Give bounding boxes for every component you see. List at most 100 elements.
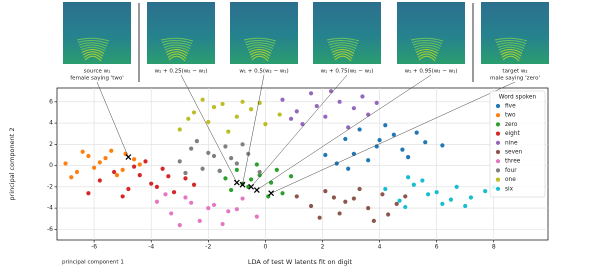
spectrogram-streak	[328, 42, 358, 47]
point	[343, 199, 348, 204]
point	[337, 211, 342, 216]
legend-marker	[495, 113, 501, 118]
spectrogram-streak	[502, 55, 520, 62]
spectrogram-streak	[79, 44, 107, 49]
spectrogram-streak	[501, 53, 521, 59]
spectrogram-streak	[82, 51, 104, 57]
spectrogram-streak	[334, 55, 352, 62]
legend-marker	[495, 122, 501, 127]
point	[177, 223, 182, 228]
point	[274, 167, 279, 172]
legend-marker	[495, 149, 501, 155]
interpolation-marker	[248, 183, 255, 190]
point	[483, 189, 488, 194]
y-axis-label: principal component 2	[8, 127, 16, 200]
spectrogram-streak	[245, 42, 275, 47]
point	[288, 174, 294, 179]
spectrogram-streak	[77, 40, 109, 44]
panel-caption: male saying 'zero'	[490, 76, 540, 82]
spectrogram-streak	[244, 40, 276, 44]
point	[137, 162, 142, 167]
point	[200, 166, 205, 171]
legend-label: three	[505, 159, 521, 165]
point	[294, 194, 299, 199]
spectrogram-streak	[247, 46, 273, 52]
point	[360, 94, 365, 99]
point	[246, 151, 251, 157]
spectrogram-streak	[497, 44, 525, 49]
legend-label: four	[505, 168, 517, 174]
point	[114, 173, 120, 178]
point	[426, 192, 431, 197]
y-tick-label: 6	[49, 98, 53, 105]
legend-label: nine	[505, 140, 518, 146]
spectrogram-streak	[83, 53, 103, 59]
point	[97, 178, 102, 183]
spectrogram-streak	[414, 46, 440, 52]
spectrogram-streak	[495, 40, 527, 44]
point	[280, 191, 285, 196]
spectrogram-streak	[81, 49, 105, 54]
point	[374, 100, 379, 105]
interpolation-marker	[233, 179, 240, 186]
spectrogram-streak	[166, 51, 188, 57]
point	[143, 159, 148, 164]
point	[171, 190, 177, 195]
point	[280, 97, 285, 102]
point	[149, 181, 154, 186]
point	[394, 201, 399, 206]
y-tick-label: 0	[49, 162, 53, 169]
point	[257, 169, 262, 175]
spectrogram	[397, 2, 465, 64]
point	[154, 199, 160, 204]
point	[206, 150, 211, 155]
point	[169, 211, 174, 216]
point	[211, 202, 217, 208]
panel-caption: target w₂	[502, 69, 527, 75]
point	[80, 149, 85, 154]
y-tick-label: -4	[47, 205, 53, 212]
point	[448, 197, 454, 202]
point	[383, 123, 388, 128]
legend-marker	[495, 131, 501, 136]
x-tick-label: 2	[321, 244, 325, 251]
x-tick-label: -6	[91, 244, 97, 251]
spectrogram-streak	[76, 37, 110, 42]
y-tick-label: 4	[49, 120, 53, 127]
spectrogram-streak	[496, 42, 526, 47]
legend-box	[489, 90, 546, 198]
spectrogram-streak	[416, 51, 438, 57]
point	[346, 125, 351, 130]
point	[120, 167, 125, 172]
point	[211, 153, 217, 159]
point	[200, 97, 205, 102]
point	[234, 207, 239, 212]
point	[226, 129, 231, 134]
x-tick-label: 8	[492, 244, 496, 251]
annotation-line	[270, 81, 516, 194]
point	[177, 127, 182, 132]
spectrogram-streak	[417, 53, 437, 59]
spectrogram-streak	[78, 42, 108, 47]
point	[288, 116, 294, 121]
point	[160, 166, 165, 171]
point	[386, 212, 391, 217]
point	[249, 177, 254, 182]
point	[191, 110, 197, 115]
spectrogram-streak	[165, 49, 189, 54]
point	[366, 112, 371, 117]
spectrogram	[313, 2, 381, 64]
legend-marker	[495, 177, 501, 182]
legend-label: zero	[505, 122, 518, 128]
spectrogram-streak	[164, 46, 190, 52]
point	[420, 178, 425, 183]
legend-label: six	[505, 186, 514, 192]
point	[328, 89, 334, 94]
point	[366, 158, 371, 163]
legend-marker	[495, 103, 501, 109]
x-tick-label: 0	[263, 244, 267, 251]
y-tick-label: 2	[49, 141, 53, 148]
point	[234, 161, 239, 166]
point	[229, 187, 234, 193]
